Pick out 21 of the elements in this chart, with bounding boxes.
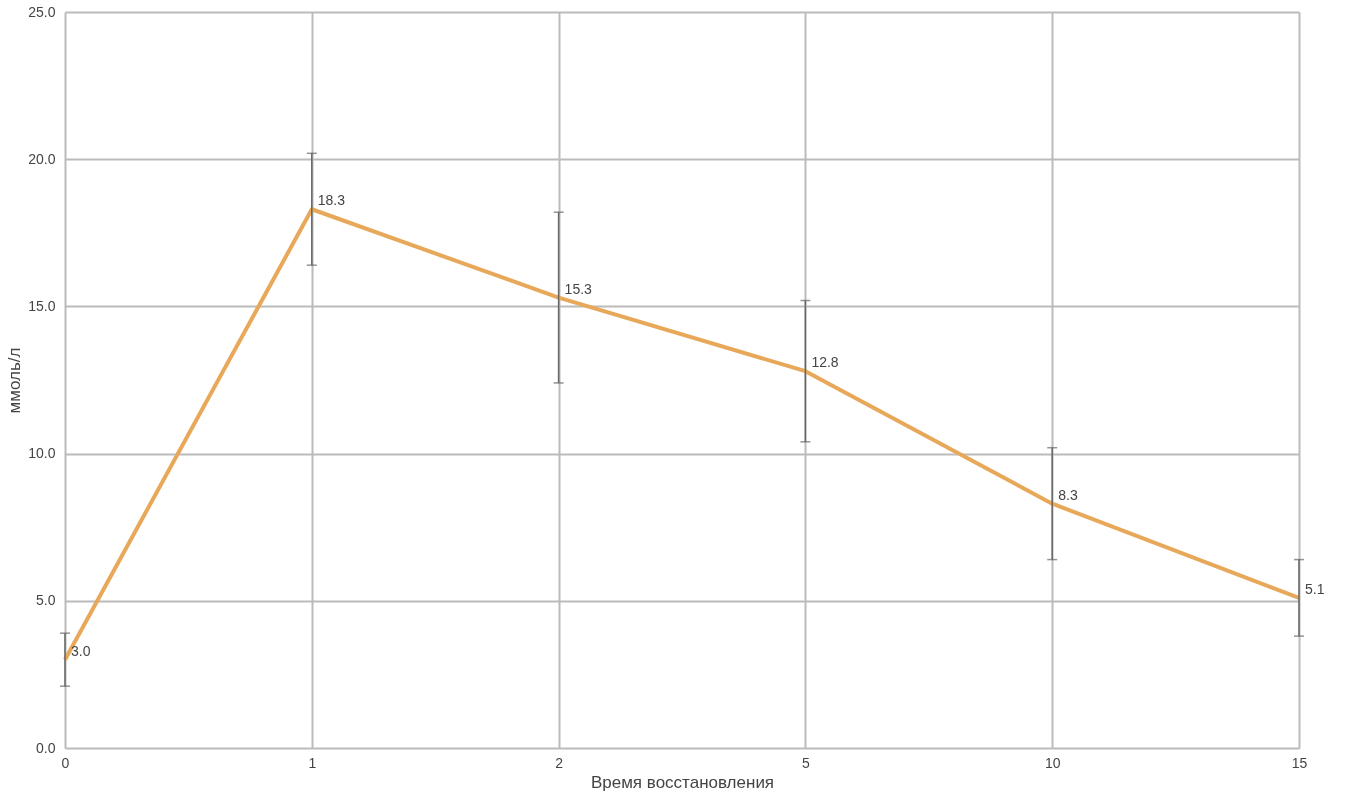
data-label: 15.3 <box>564 280 593 297</box>
x-tick-label: 5 <box>802 754 810 771</box>
y-tick-label: 25.0 <box>28 3 56 20</box>
data-label: 8.3 <box>1058 486 1078 503</box>
x-tick-label: 0 <box>61 754 70 771</box>
x-tick-label: 1 <box>308 754 317 771</box>
y-tick-label: 20.0 <box>28 150 56 167</box>
x-tick-label: 10 <box>1044 754 1061 771</box>
x-tick-label: 2 <box>555 754 564 771</box>
y-tick-label: 15.0 <box>28 297 56 314</box>
x-tick-label: 15 <box>1291 754 1308 771</box>
line-series <box>63 207 1301 662</box>
x-axis-title: Время восстановления <box>590 772 775 792</box>
y-tick-label: 0.0 <box>36 739 56 756</box>
y-axis-title: ммоль/л <box>5 347 25 414</box>
data-label: 5.1 <box>1305 580 1325 597</box>
y-tick-label: 5.0 <box>36 592 56 609</box>
data-label: 3.0 <box>71 642 91 659</box>
data-label: 18.3 <box>317 192 346 209</box>
data-label: 12.8 <box>811 354 839 371</box>
y-tick-label: 10.0 <box>28 445 56 462</box>
